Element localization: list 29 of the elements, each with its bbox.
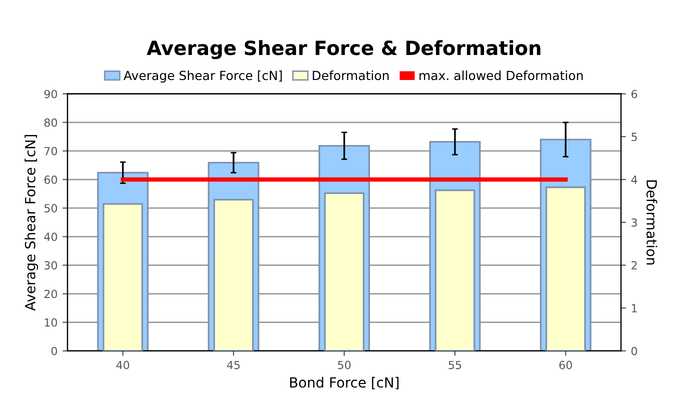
- y-tick-label: 60: [44, 175, 58, 184]
- y-tick-label: 20: [44, 290, 58, 298]
- y-axis-title: Average Shear Force [cN]: [24, 135, 38, 311]
- x-tick-label: 45: [227, 360, 240, 370]
- y2-axis-title: Deformation: [646, 180, 658, 265]
- y2-tick-label: 0: [631, 346, 638, 356]
- legend-label: Deformation: [312, 70, 389, 80]
- y2-tick-label: 5: [632, 132, 637, 142]
- y2-tick-label: 6: [632, 90, 638, 98]
- y-tick-label: 70: [44, 146, 58, 156]
- y-tick-label: 80: [44, 118, 58, 127]
- x-tick-label: 55: [448, 360, 462, 370]
- y-tick-label: 40: [44, 232, 58, 242]
- y-tick-label: 30: [44, 261, 58, 270]
- x-tick-label: 50: [338, 360, 351, 370]
- x-axis-title: Bond Force [cN]: [290, 376, 399, 390]
- chart-title: Average Shear Force & Deformation: [146, 40, 540, 60]
- y2-tick-label: 3: [632, 218, 637, 227]
- y-tick-label: 50: [44, 204, 58, 212]
- y-tick-label: 90: [44, 90, 58, 98]
- x-tick-label: 60: [559, 360, 572, 370]
- y2-tick-label: 4: [631, 176, 638, 184]
- y2-tick-label: 1: [632, 304, 637, 312]
- y-tick-label: 10: [44, 318, 58, 327]
- y2-tick-label: 2: [632, 261, 637, 270]
- y-tick-label: 0: [51, 346, 58, 356]
- legend-label: max. allowed Deformation: [420, 70, 583, 80]
- x-tick-label: 40: [116, 360, 130, 370]
- legend-label: Average Shear Force [cN]: [124, 70, 282, 83]
